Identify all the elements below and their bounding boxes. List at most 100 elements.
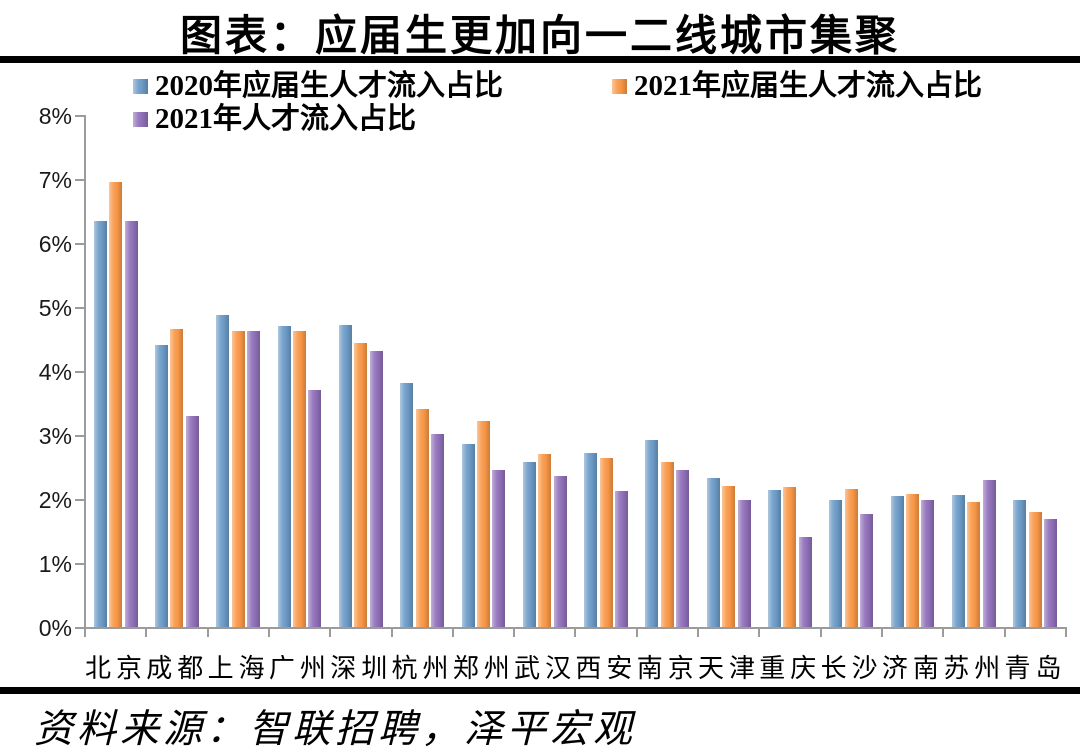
- bar-西安-series1: [584, 452, 598, 627]
- source-note: 资料来源：智联招聘，泽平宏观: [34, 708, 637, 751]
- y-axis-tick-label: 0%: [38, 615, 72, 641]
- x-axis-label-郑州: 郑州: [452, 654, 515, 683]
- x-axis-label-北京: 北京: [85, 654, 148, 683]
- bar-北京-series3: [124, 221, 138, 627]
- x-axis-line: [84, 627, 1067, 629]
- bar-成都-series2: [170, 329, 184, 627]
- y-axis-tick: [75, 627, 84, 629]
- bar-重庆-series2: [783, 486, 797, 627]
- legend-swatch-purple-icon: [133, 112, 148, 127]
- bottom-divider-rule: [0, 687, 1080, 694]
- bar-天津-series2: [722, 485, 736, 627]
- bar-重庆-series3: [798, 536, 812, 627]
- legend-swatch-blue-icon: [133, 79, 148, 94]
- y-axis-tick: [75, 435, 84, 437]
- bar-郑州-series2: [476, 420, 490, 627]
- legend-swatch-orange-icon: [612, 79, 627, 94]
- bar-西安-series3: [614, 490, 628, 627]
- x-axis-label-南京: 南京: [636, 654, 699, 683]
- y-axis-tick-label: 8%: [38, 103, 72, 129]
- y-axis-tick-label: 5%: [38, 295, 72, 321]
- bar-济南-series1: [890, 496, 904, 627]
- y-axis-tick: [75, 179, 84, 181]
- legend-item-2020-graduate-inflow: 2020年应届生人才流入占比: [133, 72, 503, 101]
- x-axis-label-天津: 天津: [698, 654, 761, 683]
- x-axis-label-成都: 成都: [146, 654, 209, 683]
- legend-label-2021-graduate-inflow: 2021年应届生人才流入占比: [634, 70, 983, 102]
- y-axis-tick-label: 7%: [38, 167, 72, 193]
- x-axis-label-武汉: 武汉: [514, 654, 577, 683]
- chart-title: 图表：应届生更加向一二线城市集聚: [179, 14, 900, 60]
- bar-深圳-series1: [338, 324, 352, 627]
- bar-北京-series2: [109, 181, 123, 627]
- bar-长沙-series1: [829, 500, 843, 627]
- bar-杭州-series1: [400, 383, 414, 627]
- y-axis-tick-label: 2%: [38, 487, 72, 513]
- x-axis-tick: [880, 629, 883, 637]
- x-axis-label-重庆: 重庆: [759, 654, 822, 683]
- y-axis-tick: [75, 499, 84, 501]
- bar-长沙-series3: [860, 513, 874, 627]
- y-axis-tick: [75, 115, 84, 117]
- bar-南京-series1: [645, 440, 659, 627]
- x-axis-tick: [84, 629, 86, 637]
- x-axis-tick: [329, 629, 332, 637]
- bar-南京-series3: [676, 470, 690, 627]
- bar-天津-series1: [706, 477, 720, 627]
- bar-重庆-series1: [768, 490, 782, 627]
- x-axis-tick: [758, 629, 761, 637]
- bar-郑州-series3: [492, 469, 506, 627]
- legend-label-2020-graduate-inflow: 2020年应届生人才流入占比: [155, 70, 504, 102]
- y-axis-tick: [75, 563, 84, 565]
- x-axis-label-长沙: 长沙: [820, 654, 883, 683]
- bar-济南-series3: [921, 499, 935, 627]
- x-axis-label-青岛: 青岛: [1004, 654, 1067, 683]
- x-axis-tick: [513, 629, 516, 637]
- y-axis-tick-label: 1%: [38, 551, 72, 577]
- x-axis-label-济南: 济南: [881, 654, 944, 683]
- bar-上海-series1: [216, 315, 230, 627]
- x-axis-tick: [206, 629, 209, 637]
- bar-杭州-series3: [431, 433, 445, 627]
- bar-上海-series3: [247, 330, 261, 627]
- y-axis-tick-label: 4%: [38, 359, 72, 385]
- bar-成都-series1: [155, 345, 169, 627]
- bar-上海-series2: [231, 330, 245, 627]
- x-axis-tick: [451, 629, 454, 637]
- x-axis-tick: [574, 629, 577, 637]
- x-axis-tick: [267, 629, 270, 637]
- legend-label-2021-talent-inflow: 2021年人才流入占比: [155, 103, 417, 135]
- bar-郑州-series1: [461, 443, 475, 627]
- y-axis-tick-label: 6%: [38, 231, 72, 257]
- x-axis-label-上海: 上海: [207, 654, 270, 683]
- bar-成都-series3: [185, 416, 199, 627]
- bar-天津-series3: [737, 499, 751, 627]
- x-axis-tick: [635, 629, 638, 637]
- bar-南京-series2: [660, 461, 674, 627]
- bar-青岛-series2: [1028, 511, 1042, 627]
- bar-青岛-series1: [1013, 499, 1027, 627]
- bar-长沙-series2: [844, 488, 858, 627]
- y-axis-tick: [75, 371, 84, 373]
- bar-武汉-series3: [553, 475, 567, 627]
- y-axis-tick: [75, 243, 84, 245]
- x-axis-label-西安: 西安: [575, 654, 638, 683]
- x-axis-tick: [145, 629, 148, 637]
- bar-青岛-series3: [1044, 518, 1058, 627]
- bar-西安-series2: [599, 458, 613, 627]
- legend-item-2021-talent-inflow: 2021年人才流入占比: [133, 105, 416, 134]
- x-axis-tick: [697, 629, 699, 637]
- bar-济南-series2: [906, 493, 920, 627]
- bar-深圳-series3: [369, 351, 383, 627]
- x-axis-tick: [942, 629, 945, 637]
- x-axis-label-深圳: 深圳: [330, 654, 393, 683]
- top-divider-rule: [0, 56, 1080, 63]
- x-axis-tick: [1064, 629, 1067, 637]
- y-axis-tick: [75, 307, 84, 309]
- x-axis-label-苏州: 苏州: [943, 654, 1006, 683]
- bar-北京-series1: [93, 220, 107, 627]
- x-axis-tick: [390, 629, 393, 637]
- y-axis-tick-label: 3%: [38, 423, 72, 449]
